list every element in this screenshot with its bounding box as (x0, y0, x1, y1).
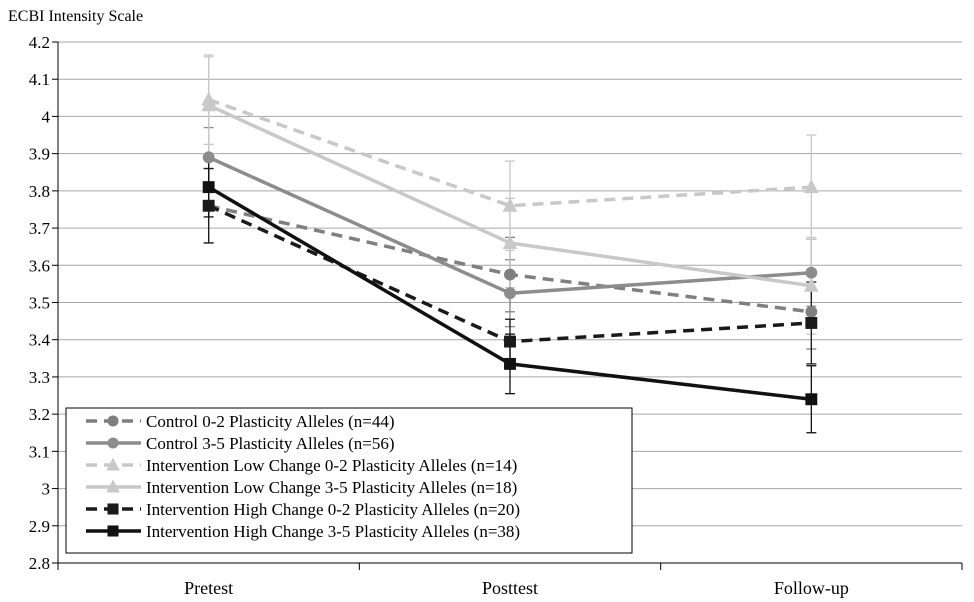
series-marker-circle (504, 268, 516, 281)
series-marker-triangle (502, 234, 518, 249)
x-category-label: Posttest (482, 578, 538, 598)
series-marker-square (504, 335, 516, 348)
x-category-label: Pretest (184, 578, 233, 598)
x-category-labels: Pretest Posttest Follow-up (184, 578, 849, 598)
series-marker-triangle (201, 97, 217, 112)
y-tick-label: 3.3 (29, 368, 50, 387)
x-category-label: Follow-up (774, 578, 849, 598)
y-tick-label: 3.9 (29, 145, 50, 164)
series-marker-square (202, 199, 215, 212)
y-tick-label: 2.9 (29, 517, 50, 536)
y-tick-label: 3.6 (29, 256, 50, 275)
y-tick-label: 2.8 (29, 554, 50, 573)
series-marker-square (202, 181, 215, 194)
y-tick-label: 4 (42, 107, 51, 126)
y-tick-labels: 2.8 2.9 3 3.1 3.2 3.3 3.4 3.5 3.6 3.7 3.8 3.9 4 4.1 4.… (29, 33, 51, 573)
series-marker-triangle (803, 277, 819, 292)
series-marker-circle (202, 151, 215, 164)
legend-label: Intervention High Change 3-5 Plasticity … (146, 522, 520, 541)
legend-label: Intervention High Change 0-2 Plasticity … (146, 500, 520, 519)
legend-label: Control 3-5 Plasticity Alleles (n=56) (146, 434, 395, 453)
legend-label: Intervention Low Change 0-2 Plasticity A… (146, 456, 517, 475)
series-marker-circle (107, 437, 119, 449)
series-marker-square (107, 525, 119, 537)
legend-label: Intervention Low Change 3-5 Plasticity A… (146, 478, 517, 497)
y-tick-label: 3.7 (29, 219, 51, 238)
y-tick-label: 4.2 (29, 33, 50, 52)
series-marker-square (504, 357, 516, 370)
series-marker-triangle (106, 479, 120, 493)
axes (52, 41, 963, 570)
y-tick-label: 4.1 (29, 70, 50, 89)
y-tick-label: 3.8 (29, 182, 50, 201)
y-tick-label: 3.4 (29, 331, 51, 350)
y-tick-label: 3.5 (29, 294, 50, 313)
series-marker-circle (805, 305, 818, 318)
y-tick-label: 3.2 (29, 405, 50, 424)
series-marker-circle (504, 287, 516, 300)
series-marker-square (805, 393, 818, 406)
series-marker-square (107, 503, 119, 515)
legend-label: Control 0-2 Plasticity Alleles (n=44) (146, 412, 395, 431)
legend: Control 0-2 Plasticity Alleles (n=44) Con… (65, 407, 633, 554)
y-tick-label: 3 (42, 480, 51, 499)
series-marker-triangle (106, 457, 120, 471)
series-markers (201, 91, 819, 406)
series-marker-triangle (803, 179, 819, 194)
y-tick-label: 3.1 (29, 442, 50, 461)
y-axis-label: ECBI Intensity Scale (8, 8, 143, 25)
series-marker-circle (805, 266, 818, 279)
legend-box (65, 407, 633, 554)
series-marker-circle (107, 415, 119, 427)
series-marker-square (805, 317, 818, 329)
series-marker-triangle (502, 197, 518, 212)
